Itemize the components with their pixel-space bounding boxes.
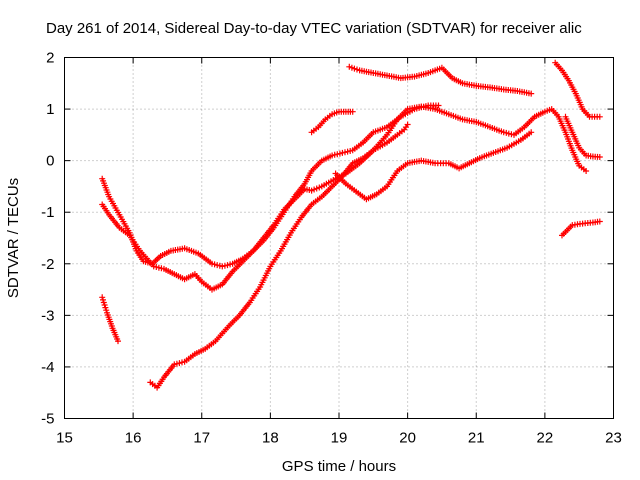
y-tick-label: -5 — [41, 411, 54, 428]
x-tick-label: 20 — [399, 430, 416, 447]
series-pass-10 — [559, 218, 603, 239]
series-pass-3 — [99, 103, 590, 293]
chart-title: Day 261 of 2014, Sidereal Day-to-day VTE… — [46, 20, 582, 37]
x-tick-label: 23 — [605, 430, 622, 447]
x-tick-label: 22 — [537, 430, 554, 447]
x-tick-label: 18 — [262, 430, 279, 447]
y-tick-label: -2 — [41, 256, 54, 273]
series-markers — [552, 59, 603, 120]
y-tick-label: -4 — [41, 359, 54, 376]
y-tick-labels: -5 -4 -3 -2 -1 0 1 2 — [41, 50, 54, 428]
series-markers — [99, 294, 121, 345]
series-pass-7 — [332, 129, 535, 203]
y-tick-label: -1 — [41, 204, 54, 221]
series-markers — [346, 63, 535, 97]
x-tick-label: 16 — [125, 430, 142, 447]
y-tick-label: 1 — [46, 101, 54, 118]
y-axis-label: SDTVAR / TECUs — [5, 178, 22, 298]
series-markers — [559, 218, 603, 239]
x-tick-label: 21 — [468, 430, 485, 447]
x-tick-labels: 15 16 17 18 19 20 21 22 23 — [56, 430, 622, 447]
y-tick-label: 0 — [46, 153, 54, 170]
plot-frame — [64, 57, 614, 419]
series-pass-5 — [308, 108, 356, 136]
series-pass-8 — [552, 59, 603, 120]
y-tick-label: -3 — [41, 307, 54, 324]
x-tick-label: 19 — [331, 430, 348, 447]
x-tick-label: 15 — [56, 430, 73, 447]
series-pass-6 — [346, 63, 535, 97]
series-pass-4 — [147, 121, 411, 391]
series-markers — [308, 108, 356, 136]
grid — [64, 57, 614, 419]
series-group — [99, 59, 603, 391]
series-pass-9 — [562, 113, 603, 160]
y-tick-label: 2 — [46, 50, 54, 67]
x-tick-label: 17 — [193, 430, 210, 447]
series-pass-1 — [99, 294, 121, 345]
series-markers — [147, 121, 411, 391]
x-axis-label: GPS time / hours — [282, 458, 396, 475]
